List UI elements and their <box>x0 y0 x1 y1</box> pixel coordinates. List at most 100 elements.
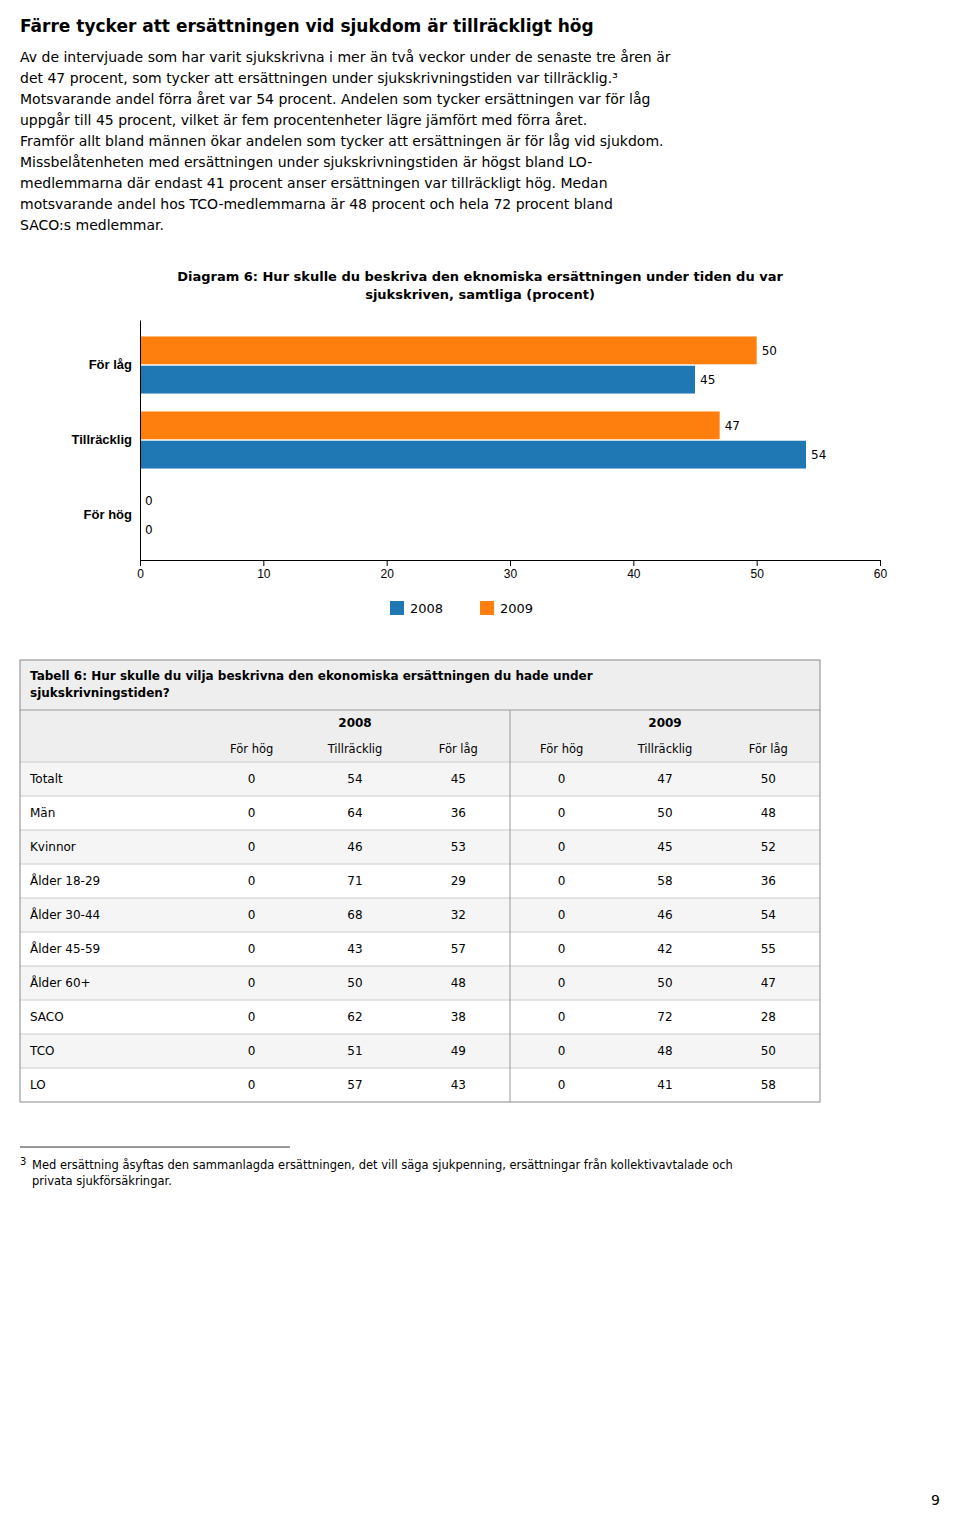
tick-label: Tillräcklig <box>72 432 133 447</box>
table-cell: 0 <box>248 1078 256 1092</box>
tick-mark <box>510 560 511 566</box>
data-label: 0 <box>145 494 153 508</box>
x-tick: 20 <box>380 560 394 581</box>
data-labels: 0544504750 <box>145 344 826 537</box>
table-row-label: Män <box>30 806 55 820</box>
table-cell: 32 <box>451 908 466 922</box>
table-cell: 0 <box>558 976 566 990</box>
table-cell: 71 <box>347 874 362 888</box>
table-cell: 43 <box>347 942 362 956</box>
body-line: SACO:s medlemmar. <box>20 217 164 233</box>
table-cell: 45 <box>451 772 466 786</box>
table-column-header: För låg <box>439 742 478 756</box>
footnote-number: 3 <box>20 1156 26 1167</box>
table-border <box>20 660 820 1102</box>
table-row-bg <box>20 898 820 932</box>
table-header-bg <box>20 660 820 762</box>
table-cell: 28 <box>761 1010 776 1024</box>
table-cell: 0 <box>248 772 256 786</box>
x-tick: 60 <box>874 560 888 581</box>
text-section: Färre tycker att ersättningen vid sjukdo… <box>20 16 671 233</box>
table-group-header: 2008 <box>338 716 371 730</box>
body-line: motsvarande andel hos TCO-medlemmarna är… <box>20 196 613 212</box>
table-cell: 0 <box>248 1044 256 1058</box>
table: Tabell 6: Hur skulle du vilja beskrivna … <box>20 660 820 1102</box>
table-cell: 0 <box>558 840 566 854</box>
bar <box>140 441 806 469</box>
table-cell: 0 <box>248 840 256 854</box>
table-column-header: För hög <box>230 742 273 756</box>
table-cell: 47 <box>761 976 776 990</box>
table-row-label: Totalt <box>29 772 63 786</box>
tick-mark <box>140 560 141 566</box>
tick-label: 40 <box>627 567 641 581</box>
tick-mark <box>387 560 388 566</box>
data-label: 47 <box>725 419 740 433</box>
x-tick: 50 <box>750 560 764 581</box>
table-row-bg <box>20 830 820 864</box>
tick-label: 20 <box>380 567 394 581</box>
data-label: 45 <box>700 373 715 387</box>
y-tick: För hög <box>84 507 140 522</box>
chart: Diagram 6: Hur skulle du beskriva den ek… <box>72 269 888 616</box>
x-tick: 10 <box>257 560 271 581</box>
table-rule <box>20 932 820 933</box>
table-cell: 0 <box>558 1078 566 1092</box>
table-rule <box>20 1068 820 1069</box>
table-row-bg <box>20 762 820 796</box>
bars <box>140 336 806 468</box>
table-separator <box>510 710 511 1102</box>
legend-swatch <box>480 601 494 615</box>
table-group-header: 2009 <box>648 716 681 730</box>
table-rule <box>20 1000 820 1001</box>
table-column-header: Tillräcklig <box>637 742 693 756</box>
body-line: uppgår till 45 procent, vilket är fem pr… <box>20 112 587 128</box>
tick-label: För låg <box>89 357 132 372</box>
table-cell: 43 <box>451 1078 466 1092</box>
plot-area: 05445047500102030405060För högTillräckli… <box>72 321 888 581</box>
chart-title: Diagram 6: Hur skulle du beskriva den ek… <box>177 269 783 302</box>
data-label: 0 <box>145 523 153 537</box>
table-cell: 46 <box>347 840 362 854</box>
legend-label: 2009 <box>500 601 533 616</box>
table-row-label: TCO <box>29 1044 54 1058</box>
tick-label: 0 <box>137 567 144 581</box>
table-cell: 0 <box>248 874 256 888</box>
y-tick: För låg <box>89 357 140 372</box>
axis-domain <box>141 561 881 567</box>
tick-label: 50 <box>750 567 764 581</box>
table-cell: 58 <box>761 1078 776 1092</box>
tick-mark <box>757 560 758 566</box>
table-cell: 47 <box>657 772 672 786</box>
table-cell: 0 <box>558 772 566 786</box>
table-cell: 38 <box>451 1010 466 1024</box>
body-line: Av de intervjuade som har varit sjukskri… <box>20 49 671 65</box>
bar <box>140 411 720 439</box>
x-tick: 40 <box>627 560 641 581</box>
table-rule <box>20 710 820 711</box>
tick-label: 30 <box>504 567 518 581</box>
table-column-header: För hög <box>540 742 583 756</box>
table-cell: 0 <box>558 942 566 956</box>
page: Färre tycker att ersättningen vid sjukdo… <box>0 0 960 1530</box>
table-row-label: Ålder 18-29 <box>30 873 100 888</box>
table-rule <box>20 830 820 831</box>
table-cell: 0 <box>558 908 566 922</box>
table-cell: 0 <box>248 976 256 990</box>
x-tick: 0 <box>137 560 144 581</box>
table-cell: 48 <box>761 806 776 820</box>
axis-domain <box>140 321 141 561</box>
table-cell: 64 <box>347 806 362 820</box>
table-cell: 53 <box>451 840 466 854</box>
data-label: 50 <box>762 344 777 358</box>
table-cell: 48 <box>451 976 466 990</box>
table-cell: 45 <box>657 840 672 854</box>
tick-label: 60 <box>874 567 888 581</box>
tick-label: För hög <box>84 507 132 522</box>
table-row-label: SACO <box>30 1010 64 1024</box>
table-cell: 62 <box>347 1010 362 1024</box>
legend-entry: 2009 <box>480 601 533 616</box>
y-tick: Tillräcklig <box>72 432 140 447</box>
table-cell: 0 <box>558 806 566 820</box>
table-title: Tabell 6: Hur skulle du vilja beskrivna … <box>30 669 593 700</box>
